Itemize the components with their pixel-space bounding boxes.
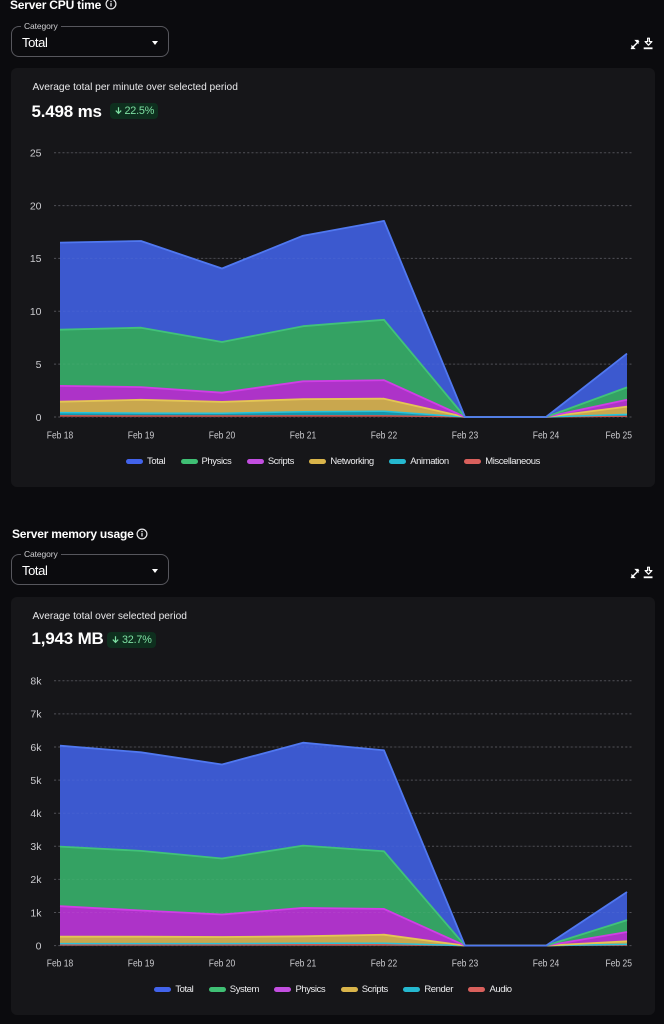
svg-text:20: 20	[30, 200, 42, 212]
svg-text:3k: 3k	[30, 841, 42, 853]
svg-text:Feb 25: Feb 25	[606, 429, 633, 441]
svg-text:0: 0	[36, 412, 42, 424]
svg-text:8k: 8k	[30, 676, 42, 688]
svg-text:15: 15	[30, 253, 42, 265]
svg-text:Feb 21: Feb 21	[290, 957, 317, 969]
svg-text:Feb 23: Feb 23	[452, 429, 479, 441]
svg-text:1k: 1k	[30, 907, 42, 919]
svg-text:2k: 2k	[30, 874, 42, 886]
svg-text:0: 0	[36, 940, 42, 952]
svg-text:Feb 19: Feb 19	[128, 429, 155, 441]
svg-text:Feb 18: Feb 18	[47, 957, 74, 969]
svg-text:5k: 5k	[30, 775, 42, 787]
svg-text:4k: 4k	[30, 808, 42, 820]
svg-text:Feb 21: Feb 21	[290, 429, 317, 441]
svg-text:7k: 7k	[30, 709, 42, 721]
svg-text:Feb 22: Feb 22	[371, 957, 398, 969]
svg-text:Feb 18: Feb 18	[47, 429, 74, 441]
svg-text:10: 10	[30, 306, 42, 318]
svg-text:Feb 20: Feb 20	[209, 429, 236, 441]
svg-text:Feb 24: Feb 24	[533, 957, 560, 969]
svg-text:25: 25	[30, 148, 42, 160]
svg-text:6k: 6k	[30, 742, 42, 754]
svg-text:Feb 20: Feb 20	[209, 957, 236, 969]
svg-text:Feb 19: Feb 19	[128, 957, 155, 969]
svg-text:Feb 25: Feb 25	[606, 957, 633, 969]
svg-text:Feb 24: Feb 24	[533, 429, 560, 441]
svg-text:Feb 22: Feb 22	[371, 429, 398, 441]
svg-text:Feb 23: Feb 23	[452, 957, 479, 969]
svg-text:5: 5	[36, 359, 42, 371]
